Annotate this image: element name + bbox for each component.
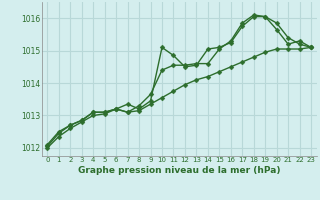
X-axis label: Graphe pression niveau de la mer (hPa): Graphe pression niveau de la mer (hPa) <box>78 166 280 175</box>
